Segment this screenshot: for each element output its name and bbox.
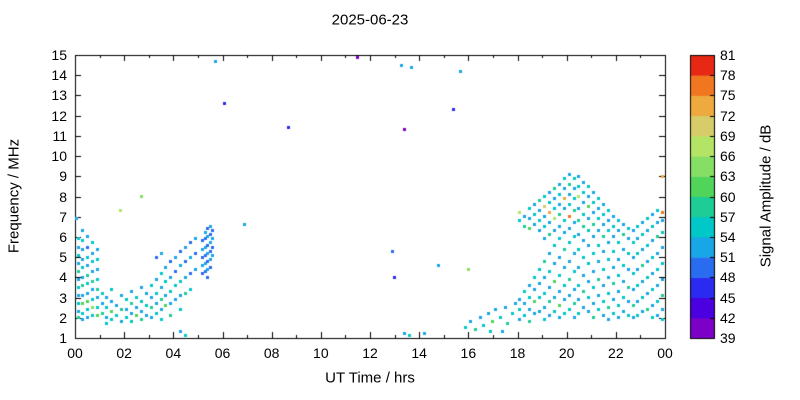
y-tick-label: 3 — [59, 289, 67, 306]
cbar-tick-label: 81 — [720, 47, 736, 63]
x-tick-label: 20 — [558, 345, 575, 361]
cbar-tick-label: 51 — [720, 249, 736, 266]
y-tick-label: 10 — [51, 148, 67, 165]
cbar-tick-label: 66 — [720, 148, 736, 165]
y-tick-label: 7 — [59, 208, 67, 225]
y-tick-label: 9 — [59, 168, 67, 185]
x-tick-label: 00 — [67, 345, 83, 361]
cbar-tick-label: 72 — [720, 107, 736, 124]
cbar-tick-label: 45 — [720, 289, 736, 306]
cbar-tick-label: 48 — [720, 269, 736, 286]
y-tick-label: 5 — [59, 249, 67, 266]
y-tick-label: 4 — [59, 269, 67, 286]
y-tick-label: 8 — [59, 188, 67, 205]
y-tick-label: 13 — [51, 87, 67, 104]
x-axis-label: UT Time / hrs — [325, 369, 415, 387]
x-tick-label: 00 — [657, 345, 673, 361]
x-tick-label: 02 — [116, 345, 132, 361]
x-tick-label: 18 — [509, 345, 526, 361]
chart-title: 2025-06-23 — [331, 11, 409, 29]
y-tick-label: 1 — [59, 330, 67, 346]
x-tick-label: 22 — [608, 345, 624, 361]
x-tick-label: 14 — [411, 345, 427, 361]
x-tick-label: 06 — [214, 345, 231, 361]
y-tick-label: 2 — [59, 309, 67, 326]
cbar-tick-label: 54 — [720, 228, 736, 245]
y-tick-label: 11 — [52, 127, 67, 144]
y-tick-label: 6 — [59, 228, 67, 245]
cbar-tick-label: 39 — [720, 330, 736, 346]
x-tick-label: 04 — [165, 345, 182, 361]
colorbar-label: Signal Amplitude / dB — [757, 124, 775, 268]
cbar-tick-label: 42 — [720, 309, 736, 326]
y-axis-label: Frequency / MHz — [5, 138, 23, 254]
cbar-tick-label: 60 — [720, 188, 736, 205]
cbar-tick-label: 75 — [720, 87, 736, 104]
cbar-tick-label: 78 — [720, 67, 736, 84]
x-tick-label: 16 — [460, 345, 477, 361]
cbar-tick-label: 57 — [720, 208, 736, 225]
x-tick-label: 08 — [263, 345, 280, 361]
y-tick-label: 14 — [51, 67, 67, 84]
x-tick-label: 12 — [362, 345, 378, 361]
cbar-tick-label: 63 — [720, 168, 736, 185]
cbar-tick-label: 69 — [720, 127, 736, 144]
x-tick-label: 10 — [313, 345, 329, 361]
y-tick-label: 15 — [51, 47, 67, 63]
y-tick-label: 12 — [51, 107, 67, 124]
